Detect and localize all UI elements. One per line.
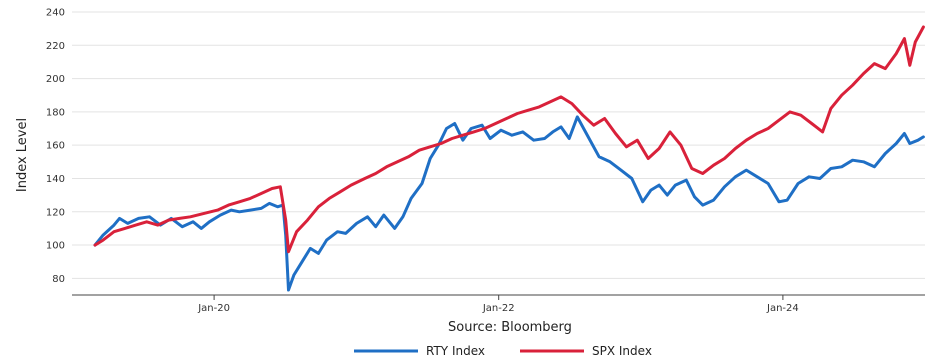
grid-layer bbox=[72, 11, 925, 279]
y-tick-label: 180 bbox=[46, 107, 65, 118]
legend-item-rty: RTY Index bbox=[354, 344, 485, 358]
x-tick-label: Jan-20 bbox=[197, 303, 230, 314]
legend-item-spx: SPX Index bbox=[520, 344, 652, 358]
y-tick-label: 220 bbox=[46, 41, 65, 52]
x-tick-label: Jan-22 bbox=[482, 303, 515, 314]
series-line-spx bbox=[93, 25, 925, 254]
source-label: Source: Bloomberg bbox=[448, 320, 572, 335]
x-tick-label: Jan-24 bbox=[766, 303, 799, 314]
legend-label-spx: SPX Index bbox=[592, 344, 652, 358]
y-tick-label: 240 bbox=[46, 8, 65, 19]
axis-layer: 80 100 120 140 160 180 200 220 240 Jan-20 Jan-22 Ja… bbox=[46, 8, 925, 314]
y-tick-label: 140 bbox=[46, 174, 65, 185]
y-tick-label: 200 bbox=[46, 74, 65, 85]
legend-label-rty: RTY Index bbox=[426, 344, 485, 358]
series-layer bbox=[93, 25, 925, 292]
y-tick-label: 120 bbox=[46, 207, 65, 218]
y-axis-title: Index Level bbox=[15, 118, 30, 192]
series-line-rty bbox=[93, 115, 925, 292]
legend: RTY Index SPX Index bbox=[354, 344, 652, 358]
y-tick-label: 100 bbox=[46, 241, 65, 252]
y-tick-label: 80 bbox=[52, 274, 65, 285]
y-tick-label: 160 bbox=[46, 141, 65, 152]
